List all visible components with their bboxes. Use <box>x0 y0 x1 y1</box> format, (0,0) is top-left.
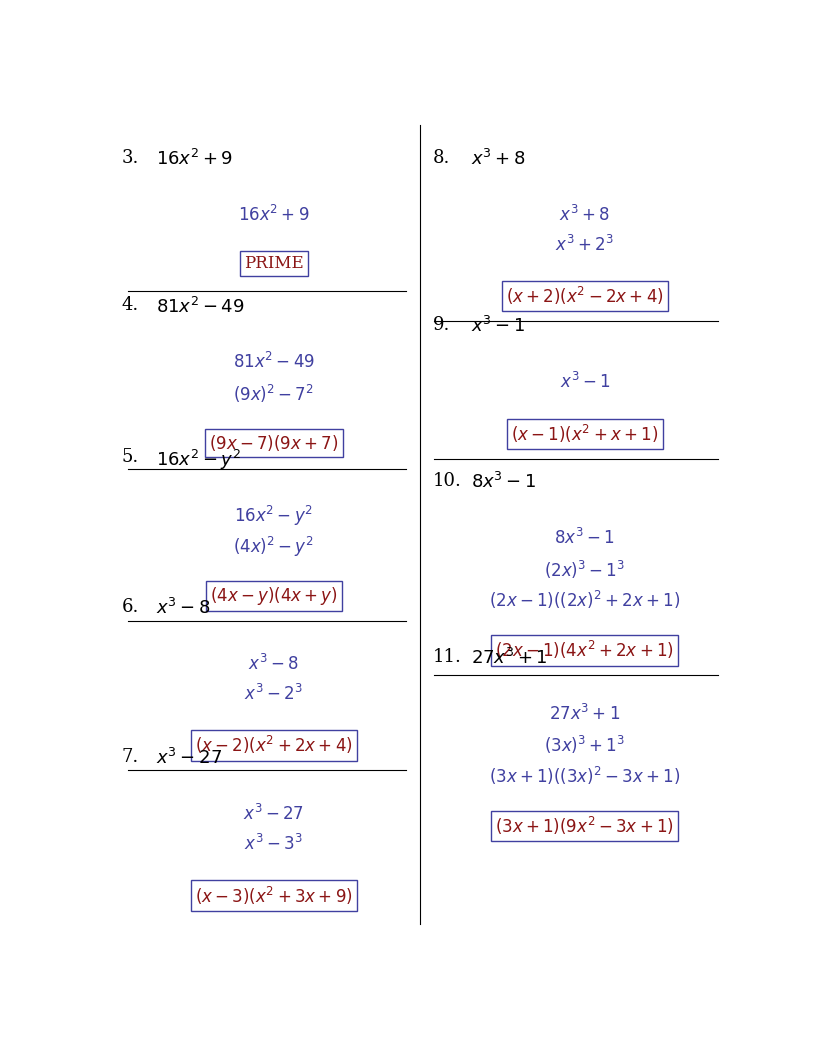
Text: $16x^2 + 9$: $16x^2 + 9$ <box>238 204 310 224</box>
Text: $x^3 - 27$: $x^3 - 27$ <box>156 748 222 768</box>
Text: $(4x-y)(4x+y)$: $(4x-y)(4x+y)$ <box>210 585 337 607</box>
Text: $27x^3 + 1$: $27x^3 + 1$ <box>470 648 547 668</box>
Text: $81x^2 - 49$: $81x^2 - 49$ <box>233 352 314 373</box>
Text: $(2x-1)(4x^2+2x+1)$: $(2x-1)(4x^2+2x+1)$ <box>495 639 674 661</box>
Text: $16x^2 + 9$: $16x^2 + 9$ <box>156 148 233 168</box>
Text: $(x-3)(x^2+3x+9)$: $(x-3)(x^2+3x+9)$ <box>195 884 353 907</box>
Text: $x^3 - 8$: $x^3 - 8$ <box>248 654 299 674</box>
Text: $8x^3 - 1$: $8x^3 - 1$ <box>470 472 536 492</box>
Text: 7.: 7. <box>121 748 138 766</box>
Text: $(2x)^3 - 1^3$: $(2x)^3 - 1^3$ <box>544 558 626 580</box>
Text: $x^3 - 2^3$: $x^3 - 2^3$ <box>244 684 303 704</box>
Text: $(9x)^2 - 7^2$: $(9x)^2 - 7^2$ <box>233 383 314 405</box>
Text: $(3x+1)((3x)^2-3x+1)$: $(3x+1)((3x)^2-3x+1)$ <box>489 765 681 787</box>
Text: 4.: 4. <box>121 297 138 315</box>
Text: 9.: 9. <box>432 317 450 334</box>
Text: $(3x)^3 + 1^3$: $(3x)^3 + 1^3$ <box>544 735 626 757</box>
Text: 6.: 6. <box>121 598 138 616</box>
Text: $16x^2 - y^2$: $16x^2 - y^2$ <box>234 504 313 528</box>
Text: $x^3 - 1$: $x^3 - 1$ <box>559 373 610 392</box>
Text: $(9x-7)(9x+7)$: $(9x-7)(9x+7)$ <box>209 433 338 453</box>
Text: $x^3 - 27$: $x^3 - 27$ <box>243 803 305 824</box>
Text: $x^3 + 8$: $x^3 + 8$ <box>470 148 525 168</box>
Text: $x^3 - 1$: $x^3 - 1$ <box>470 317 525 336</box>
Text: $8x^3 - 1$: $8x^3 - 1$ <box>554 528 615 548</box>
Text: $x^3 + 8$: $x^3 + 8$ <box>559 204 610 224</box>
Text: $(x+2)(x^2-2x+4)$: $(x+2)(x^2-2x+4)$ <box>506 285 663 307</box>
Text: PRIME: PRIME <box>244 255 304 272</box>
Text: $16x^2 - y^2$: $16x^2 - y^2$ <box>156 448 242 472</box>
Text: $27x^3 + 1$: $27x^3 + 1$ <box>550 704 620 725</box>
Text: $(x-2)(x^2+2x+4)$: $(x-2)(x^2+2x+4)$ <box>195 735 353 757</box>
Text: $(3x+1)(9x^2-3x+1)$: $(3x+1)(9x^2-3x+1)$ <box>495 815 674 838</box>
Text: $(4x)^2 - y^2$: $(4x)^2 - y^2$ <box>233 535 314 558</box>
Text: 11.: 11. <box>432 648 461 666</box>
Text: $x^3 + 2^3$: $x^3 + 2^3$ <box>555 235 614 255</box>
Text: 3.: 3. <box>121 148 138 166</box>
Text: $x^3 - 8$: $x^3 - 8$ <box>156 598 211 618</box>
Text: 5.: 5. <box>121 448 138 466</box>
Text: $81x^2 - 49$: $81x^2 - 49$ <box>156 297 245 317</box>
Text: $(x-1)(x^2+x+1)$: $(x-1)(x^2+x+1)$ <box>511 422 658 445</box>
Text: $x^3 - 3^3$: $x^3 - 3^3$ <box>244 835 303 854</box>
Text: 10.: 10. <box>432 472 461 490</box>
Text: $(2x-1)((2x)^2+2x+1)$: $(2x-1)((2x)^2+2x+1)$ <box>489 589 681 611</box>
Text: 8.: 8. <box>432 148 450 166</box>
